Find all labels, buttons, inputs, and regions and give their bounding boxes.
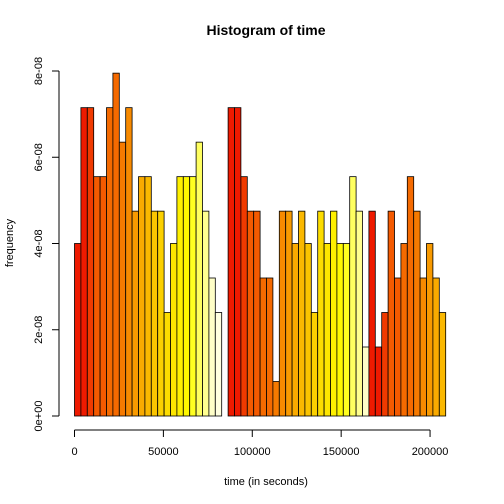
histogram-bar xyxy=(387,210,395,417)
y-tick-label: 4e-08 xyxy=(33,229,45,257)
x-axis-label: time (in seconds) xyxy=(224,476,308,488)
histogram-bar xyxy=(195,141,203,417)
histogram-bar xyxy=(266,277,274,417)
histogram-bar xyxy=(182,176,191,417)
y-tick-label: 6e-08 xyxy=(33,143,45,171)
histogram-bar xyxy=(381,312,389,417)
x-tick-label: 100000 xyxy=(234,446,271,458)
histogram-bar xyxy=(240,176,248,417)
x-tick-label: 50000 xyxy=(148,446,179,458)
histogram-bar xyxy=(400,243,408,417)
y-tick-label: 0e+00 xyxy=(33,401,45,432)
histogram-bar xyxy=(176,176,184,417)
histogram-bar xyxy=(278,210,287,417)
histogram-bar xyxy=(227,107,235,417)
histogram-bar xyxy=(323,243,331,417)
histogram-bar xyxy=(394,277,402,417)
histogram-bar xyxy=(253,210,261,417)
histogram-bars xyxy=(74,72,447,417)
histogram-bar xyxy=(131,210,139,417)
x-axis: 0 50000 100000 150000 200000 xyxy=(71,429,449,458)
histogram-bar xyxy=(413,210,421,417)
histogram-bar xyxy=(99,176,107,417)
histogram-bar xyxy=(438,312,447,417)
histogram-bar xyxy=(189,176,197,417)
histogram-bar xyxy=(80,107,88,417)
histogram-bar xyxy=(355,210,363,417)
histogram-bar xyxy=(234,107,242,417)
histogram-bar xyxy=(74,243,82,417)
histogram-bar xyxy=(336,243,344,417)
histogram-bar xyxy=(163,312,171,417)
histogram-bar xyxy=(93,176,101,417)
histogram-bar xyxy=(112,72,120,417)
histogram-bar xyxy=(426,243,434,417)
histogram-bar xyxy=(317,210,325,417)
histogram-bar xyxy=(330,210,338,417)
histogram-bar xyxy=(208,277,216,417)
histogram-bar xyxy=(285,210,293,417)
histogram-bar xyxy=(144,176,152,417)
y-axis-label: frequency xyxy=(4,218,16,267)
y-axis: 0e+00 2e-08 4e-08 6e-08 8e-08 xyxy=(33,57,60,432)
histogram-bar xyxy=(349,176,357,417)
histogram-bar xyxy=(86,107,95,417)
histogram-bar xyxy=(368,210,376,417)
x-tick-label: 0 xyxy=(71,446,77,458)
histogram-bar xyxy=(310,312,319,417)
histogram-bar xyxy=(342,243,351,417)
x-tick-label: 200000 xyxy=(412,446,449,458)
chart-title: Histogram of time xyxy=(206,22,325,38)
y-tick-label: 8e-08 xyxy=(33,57,45,85)
histogram-bar xyxy=(298,210,306,417)
histogram-bar xyxy=(259,277,267,417)
histogram-bar xyxy=(432,277,440,417)
histogram-bar xyxy=(419,277,427,417)
y-tick-label: 2e-08 xyxy=(33,316,45,344)
histogram-bar xyxy=(291,243,299,417)
histogram-bar xyxy=(272,381,280,417)
histogram-bar xyxy=(138,176,146,417)
x-tick-label: 150000 xyxy=(323,446,360,458)
histogram-bar xyxy=(304,243,312,417)
histogram-bar xyxy=(214,312,223,417)
histogram-bar xyxy=(202,210,210,417)
histogram-bar xyxy=(406,176,415,417)
histogram-bar xyxy=(362,346,370,417)
histogram-bar xyxy=(374,346,383,417)
histogram-bar xyxy=(106,107,114,417)
histogram-bar xyxy=(118,141,127,417)
histogram-bar xyxy=(246,210,255,417)
histogram-bar xyxy=(150,210,159,417)
histogram-bar xyxy=(125,107,133,417)
histogram-bar xyxy=(157,210,165,417)
histogram-bar xyxy=(170,243,178,417)
